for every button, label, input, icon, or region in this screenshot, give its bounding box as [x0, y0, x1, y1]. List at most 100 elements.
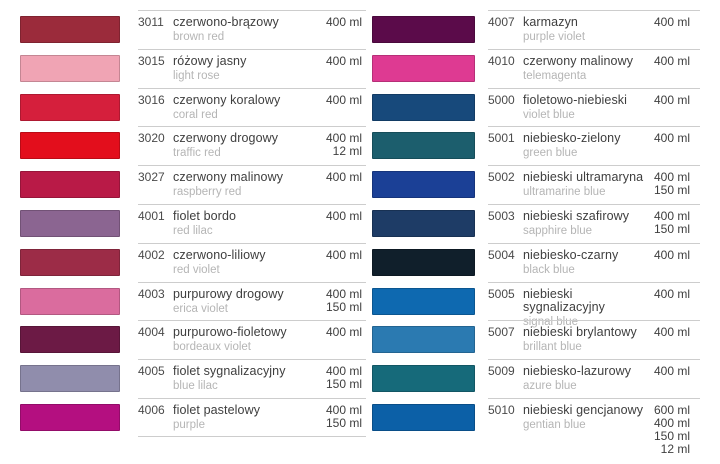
- row-text: 3015 różowy jasny light rose 400 ml: [138, 48, 366, 88]
- color-row: 5005 niebieski sygnalizacyjny signal blu…: [368, 281, 720, 328]
- color-name-en: purple violet: [523, 31, 586, 43]
- swatch-cell: [0, 320, 138, 359]
- color-name-en: red violet: [173, 263, 220, 276]
- color-swatch: [20, 365, 120, 393]
- ral-code: 4001: [138, 208, 165, 223]
- color-names: fiolet bordo red lilac: [173, 209, 326, 243]
- volume-value: 400 ml: [653, 286, 690, 301]
- color-row: 3011 czerwono-brązowy brown red 400 ml: [0, 10, 368, 49]
- swatch-cell: [368, 243, 488, 282]
- ral-code: 4004: [138, 325, 165, 340]
- color-names: czerwono-liliowy red violet: [173, 248, 326, 282]
- swatch-cell: [368, 126, 488, 165]
- color-names: purpurowy drogowy erica violet: [173, 287, 326, 321]
- volume-list: 400 ml: [654, 248, 700, 282]
- color-name-pl: niebiesko-zielony: [523, 131, 621, 146]
- color-row: 5003 niebieski szafirowy sapphire blue 4…: [368, 203, 720, 243]
- swatch-cell: [368, 88, 488, 127]
- color-swatch: [20, 132, 120, 160]
- row-text: 4003 purpurowy drogowy erica violet 400 …: [138, 281, 366, 321]
- ral-code: 5010: [488, 402, 515, 417]
- volume-value: 400 ml: [325, 247, 362, 262]
- ral-code: 5000: [488, 92, 515, 107]
- swatch-cell: [0, 398, 138, 437]
- volume-list: 400 ml: [325, 208, 366, 243]
- row-text: 5003 niebieski szafirowy sapphire blue 4…: [488, 203, 700, 243]
- swatch-cell: [368, 320, 488, 359]
- swatch-cell: [368, 204, 488, 243]
- color-name-en: signal blue: [523, 315, 578, 328]
- color-row: 5009 niebiesko-lazurowy azure blue 400 m…: [368, 359, 720, 398]
- swatch-cell: [368, 49, 488, 88]
- volume-list: 400 ml 150 ml: [326, 403, 366, 436]
- color-names: fiolet pastelowy purple: [173, 403, 326, 436]
- volume-list: 400 ml: [654, 132, 700, 165]
- volume-value: 400 ml: [653, 92, 690, 107]
- color-swatch: [372, 326, 475, 354]
- volume-value: 400 ml: [653, 415, 690, 430]
- swatch-cell: [0, 88, 138, 127]
- color-name-en: green blue: [523, 147, 578, 160]
- volume-value: 12 ml: [660, 441, 690, 456]
- volume-value: 400 ml: [325, 208, 362, 223]
- color-name-en: brillant blue: [523, 341, 582, 354]
- color-names: czerwony koralowy coral red: [173, 93, 326, 127]
- color-swatch: [372, 93, 475, 121]
- color-names: niebiesko-czarny black blue: [523, 248, 654, 282]
- volume-value: 400 ml: [325, 131, 362, 146]
- color-row: 4002 czerwono-liliowy red violet 400 ml: [0, 242, 368, 282]
- volume-value: 400 ml: [325, 170, 362, 185]
- volume-list: 400 ml 150 ml: [326, 287, 366, 321]
- ral-code: 3015: [138, 53, 165, 68]
- volume-list: 400 ml: [326, 326, 366, 359]
- volume-value: 150 ml: [325, 377, 362, 392]
- ral-code: 4010: [488, 53, 515, 68]
- color-swatch: [372, 403, 475, 431]
- color-name-pl: fioletowo-niebieski: [523, 92, 628, 107]
- color-swatch: [372, 365, 475, 393]
- volume-list: 400 ml: [326, 16, 366, 49]
- color-name-pl: czerwony malinowy: [523, 53, 634, 68]
- volume-list: 400 ml: [653, 92, 700, 127]
- swatch-cell: [0, 126, 138, 165]
- color-name-en: blue lilac: [173, 380, 218, 393]
- color-name-pl: karmazyn: [523, 15, 578, 29]
- color-row: 5010 niebieski gencjanowy gentian blue 6…: [368, 397, 720, 458]
- ral-code: 5004: [488, 247, 515, 262]
- swatch-cell: [368, 359, 488, 398]
- color-swatch: [20, 287, 120, 315]
- color-name-pl: purpurowo-fioletowy: [173, 325, 287, 340]
- ral-code: 3020: [138, 131, 165, 146]
- volume-value: 400 ml: [653, 15, 690, 29]
- row-text: 4006 fiolet pastelowy purple 400 ml 150 m…: [138, 397, 366, 437]
- row-text: 5001 niebiesko-zielony green blue 400 ml: [488, 126, 700, 165]
- volume-value: 400 ml: [325, 364, 362, 379]
- volume-list: 400 ml 150 ml: [654, 171, 700, 204]
- color-names: czerwony malinowy telemagenta: [523, 53, 654, 88]
- color-row: 4003 purpurowy drogowy erica violet 400 …: [0, 281, 368, 321]
- color-name-pl: czerwony malinowy: [173, 170, 284, 185]
- volume-list: 600 ml 400 ml 150 ml 12 ml: [653, 403, 700, 456]
- color-name-en: traffic red: [173, 147, 221, 160]
- color-name-pl: niebieski ultramaryna: [523, 170, 644, 185]
- color-swatch: [20, 326, 120, 354]
- volume-value: 12 ml: [332, 144, 362, 159]
- ral-code: 5009: [488, 364, 515, 379]
- color-names: niebiesko-lazurowy azure blue: [523, 365, 654, 398]
- color-row: 5004 niebiesko-czarny black blue 400 ml: [368, 242, 720, 282]
- ral-code: 4003: [138, 286, 165, 301]
- color-names: karmazyn purple violet: [523, 16, 654, 49]
- swatch-cell: [368, 165, 488, 204]
- volume-value: 400 ml: [325, 53, 362, 68]
- color-names: czerwono-brązowy brown red: [173, 16, 326, 49]
- row-text: 3027 czerwony malinowy raspberry red 400…: [138, 165, 366, 204]
- color-name-pl: czerwono-brązowy: [173, 15, 279, 29]
- volume-list: 400 ml: [654, 365, 700, 398]
- color-swatch: [20, 93, 120, 121]
- color-swatch: [372, 16, 475, 43]
- color-names: niebieski ultramaryna ultramarine blue: [523, 171, 654, 204]
- color-swatch: [372, 132, 475, 160]
- color-row: 4004 purpurowo-fioletowy bordeaux violet…: [0, 320, 368, 359]
- color-row: 4001 fiolet bordo red lilac 400 ml: [0, 203, 368, 243]
- row-text: 5000 fioletowo-niebieski violet blue 400…: [488, 87, 700, 127]
